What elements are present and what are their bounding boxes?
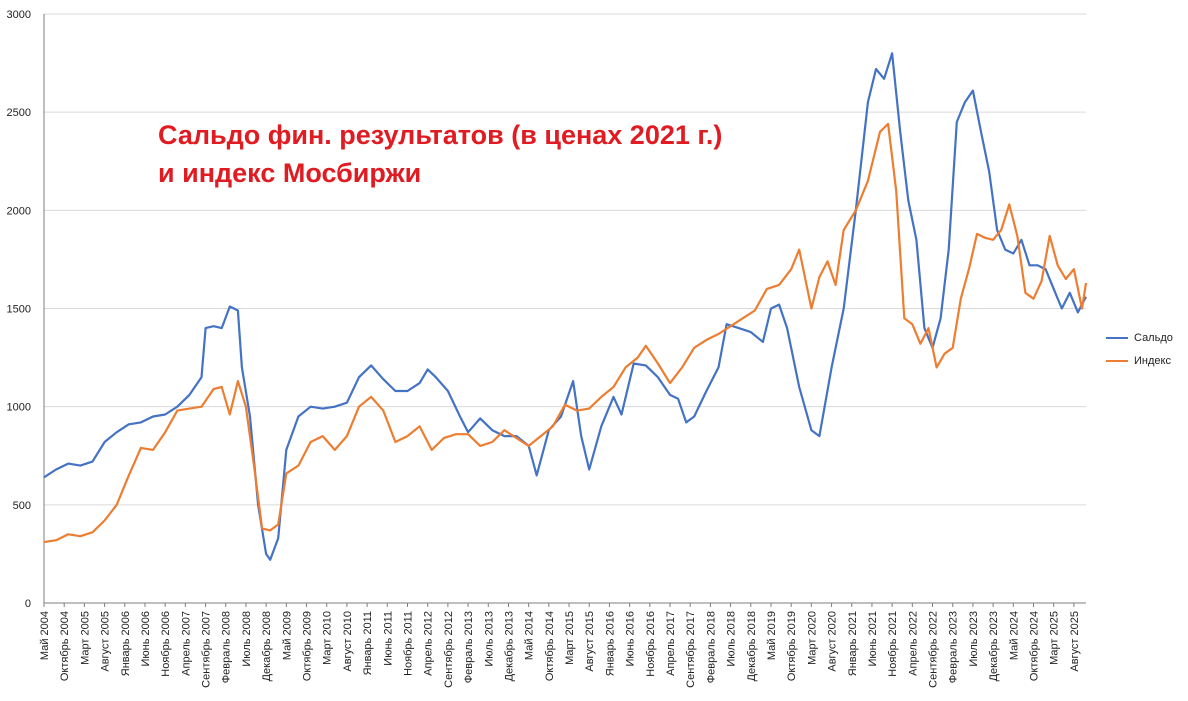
x-tick-label: Август 2010 — [342, 611, 354, 672]
x-tick-label: Декабрь 2018 — [746, 611, 758, 681]
y-tick-label: 1000 — [7, 402, 31, 414]
x-tick-label: Ноябрь 2011 — [402, 611, 414, 676]
x-tick-label: Февраль 2013 — [463, 611, 475, 683]
legend-item-index: Индекс — [1106, 355, 1171, 367]
x-tick-label: Октябрь 2019 — [786, 611, 798, 681]
x-tick-label: Май 2004 — [39, 611, 51, 660]
x-tick-label: Октябрь 2009 — [302, 611, 314, 681]
y-tick-label: 500 — [13, 500, 31, 512]
x-tick-label: Сентябрь 2022 — [928, 611, 940, 688]
x-tick-label: Февраль 2008 — [221, 611, 233, 683]
y-tick-label: 2000 — [7, 205, 31, 217]
series-line-index — [43, 122, 1088, 544]
x-tick-label: Август 2020 — [827, 611, 839, 672]
x-tick-label: Апрель 2007 — [180, 611, 192, 676]
legend-swatch-index — [1106, 360, 1128, 362]
x-tick-label: Январь 2011 — [362, 611, 374, 675]
x-tick-label: Ноябрь 2006 — [160, 611, 172, 677]
x-tick-label: Февраль 2018 — [705, 611, 717, 683]
x-tick-label: Январь 2021 — [847, 611, 859, 676]
x-tick-label: Апрель 2012 — [423, 611, 435, 676]
x-tick-label: Март 2005 — [79, 611, 91, 665]
x-tick-label: Октябрь 2004 — [59, 611, 71, 681]
x-tick-label: Июль 2023 — [968, 611, 980, 667]
legend-item-saldo: Сальдо — [1106, 332, 1173, 344]
x-tick-label: Июнь 2021 — [867, 611, 879, 667]
x-tick-label: Февраль 2023 — [948, 611, 960, 683]
x-tick-label: Июнь 2011 — [382, 611, 394, 666]
x-tick-label: Октябрь 2024 — [1028, 611, 1040, 681]
x-tick-label: Июль 2008 — [241, 611, 253, 667]
x-tick-label: Март 2025 — [1049, 611, 1061, 665]
x-tick-label: Август 2015 — [584, 611, 596, 672]
x-tick-label: Сентябрь 2007 — [201, 611, 213, 688]
y-tick-label: 2500 — [7, 107, 31, 119]
x-tick-label: Июнь 2016 — [625, 611, 637, 667]
x-tick-label: Март 2020 — [806, 611, 818, 665]
x-tick-label: Январь 2016 — [604, 611, 616, 676]
y-tick-label: 0 — [25, 598, 31, 610]
x-tick-label: Сентябрь 2012 — [443, 611, 455, 688]
y-tick-label: 1500 — [7, 304, 31, 316]
x-tick-label: Март 2015 — [564, 611, 576, 665]
x-tick-label: Июль 2013 — [483, 611, 495, 667]
chart-title-line-2: и индекс Мосбиржи — [158, 158, 422, 188]
x-tick-label: Октябрь 2014 — [544, 611, 556, 681]
x-tick-label: Май 2019 — [766, 611, 778, 660]
x-tick-label: Май 2014 — [524, 611, 536, 660]
series-line-saldo — [43, 52, 1087, 561]
x-tick-label: Июль 2018 — [726, 611, 738, 667]
x-tick-label: Август 2025 — [1069, 611, 1081, 672]
x-tick-label: Сентябрь 2017 — [685, 611, 697, 688]
chart-title-line-1: Сальдо фин. результатов (в ценах 2021 г.… — [158, 120, 723, 150]
x-tick-label: Ноябрь 2016 — [645, 611, 657, 677]
y-tick-label: 3000 — [7, 9, 31, 21]
legend-label-saldo: Сальдо — [1134, 332, 1173, 344]
x-tick-label: Август 2005 — [100, 611, 112, 672]
x-tick-label: Апрель 2022 — [907, 611, 919, 676]
x-tick-label: Май 2024 — [1008, 611, 1020, 660]
x-tick-label: Апрель 2017 — [665, 611, 677, 676]
x-tick-label: Январь 2006 — [120, 611, 132, 676]
x-tick-label: Ноябрь 2021 — [887, 611, 899, 677]
x-tick-label: Май 2009 — [281, 611, 293, 660]
x-tick-label: Декабрь 2013 — [503, 611, 515, 681]
x-tick-label: Декабрь 2023 — [988, 611, 1000, 681]
x-tick-label: Июнь 2006 — [140, 611, 152, 667]
legend-swatch-saldo — [1106, 337, 1128, 339]
x-tick-label: Март 2010 — [322, 611, 334, 665]
legend-label-index: Индекс — [1134, 355, 1171, 367]
x-tick-label: Декабрь 2008 — [261, 611, 273, 681]
